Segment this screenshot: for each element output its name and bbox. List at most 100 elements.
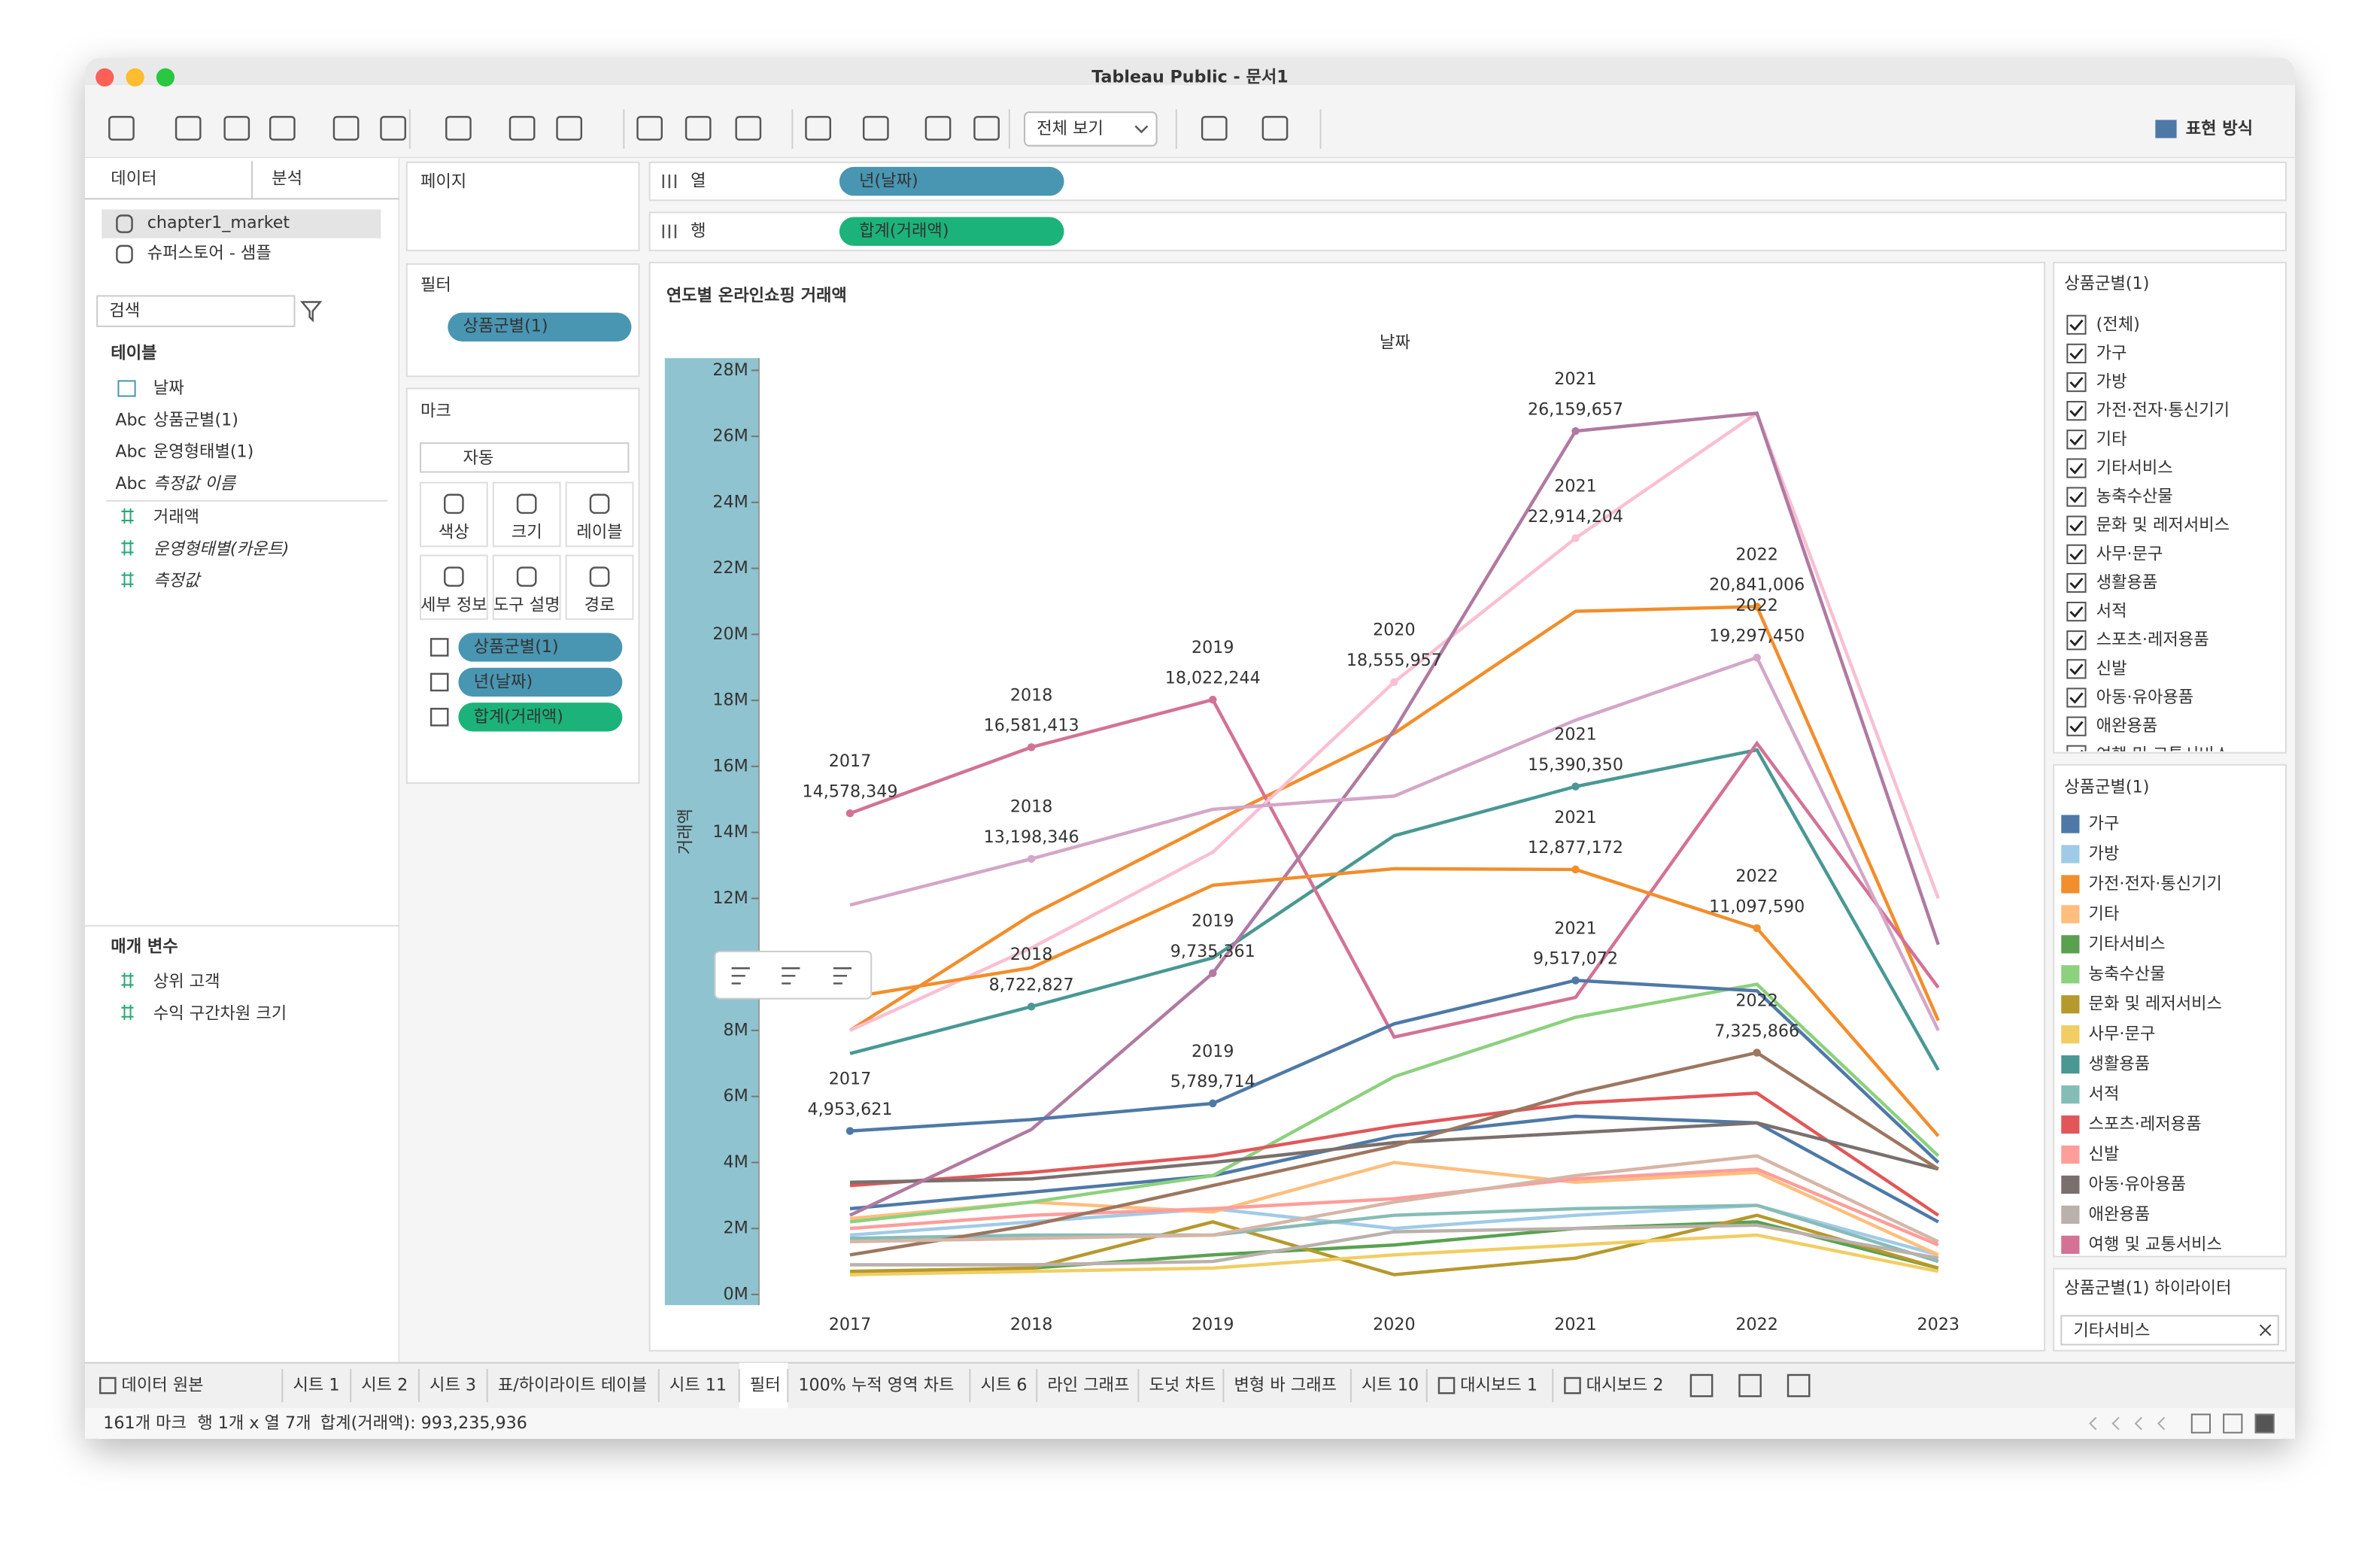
mark-pill[interactable] bbox=[458, 633, 623, 662]
checkbox[interactable] bbox=[2066, 687, 2087, 708]
toolbar-button[interactable] bbox=[508, 116, 536, 141]
sheet-tab[interactable]: 도넛 차트 bbox=[1149, 1376, 1216, 1395]
nav-button[interactable] bbox=[2134, 1416, 2142, 1431]
highlighter-input[interactable] bbox=[2060, 1315, 2279, 1346]
checkbox[interactable] bbox=[2066, 343, 2087, 364]
toolbar-button[interactable] bbox=[556, 116, 583, 141]
checkbox[interactable] bbox=[2066, 372, 2087, 393]
mark-button[interactable] bbox=[492, 481, 561, 548]
mark-pill[interactable] bbox=[458, 703, 623, 732]
show-me-icon[interactable] bbox=[2155, 120, 2177, 138]
toolbar-button[interactable] bbox=[332, 116, 360, 141]
legend-swatch[interactable] bbox=[2061, 845, 2080, 864]
measure-field[interactable]: 거래액 bbox=[153, 508, 199, 527]
filter-pill[interactable] bbox=[448, 312, 632, 341]
legend-swatch[interactable] bbox=[2061, 1205, 2080, 1225]
toolbar-button[interactable] bbox=[175, 116, 202, 141]
mark-pill[interactable] bbox=[458, 667, 623, 697]
legend-swatch[interactable] bbox=[2061, 965, 2080, 984]
sheet-tab[interactable]: 변형 바 그래프 bbox=[1234, 1376, 1337, 1395]
filter-item[interactable]: 사무·문구 bbox=[2096, 544, 2163, 563]
mark-button[interactable] bbox=[565, 481, 634, 548]
legend-swatch[interactable] bbox=[2061, 905, 2080, 924]
checkbox[interactable] bbox=[2066, 630, 2087, 651]
legend-label[interactable]: 가구 bbox=[2089, 814, 2120, 833]
minimize-button[interactable] bbox=[126, 68, 144, 87]
legend-label[interactable]: 가방 bbox=[2089, 844, 2120, 864]
legend-label[interactable]: 신발 bbox=[2089, 1145, 2120, 1164]
legend-swatch[interactable] bbox=[2061, 815, 2080, 833]
dimension-field[interactable]: 측정값 이름 bbox=[153, 474, 237, 493]
toolbar-button[interactable] bbox=[805, 116, 831, 141]
toolbar-button[interactable] bbox=[973, 116, 1000, 141]
parameter[interactable]: 상위 고객 bbox=[153, 972, 220, 991]
filter-item[interactable]: 농축수산물 bbox=[2096, 487, 2173, 506]
legend-label[interactable]: 농축수산물 bbox=[2089, 964, 2166, 984]
checkbox[interactable] bbox=[2066, 572, 2087, 593]
data-source[interactable]: 슈퍼스토어 - 샘플 bbox=[147, 243, 272, 263]
dimension-field[interactable]: 상품군별(1) bbox=[153, 410, 238, 429]
clear-button[interactable] bbox=[2259, 1324, 2272, 1337]
dimension-field[interactable]: 운영형태별(1) bbox=[153, 442, 254, 462]
sheet-tab[interactable]: 시트 3 bbox=[430, 1376, 476, 1395]
legend-swatch[interactable] bbox=[2061, 995, 2080, 1014]
legend-swatch[interactable] bbox=[2061, 1055, 2080, 1074]
dimension-field[interactable]: 날짜 bbox=[153, 378, 184, 398]
sort-button[interactable] bbox=[731, 967, 750, 985]
sheet-tab[interactable]: 라인 그래프 bbox=[1047, 1376, 1129, 1395]
filter-item[interactable]: 가방 bbox=[2096, 372, 2127, 392]
mark-type[interactable] bbox=[419, 442, 630, 473]
filter-item[interactable]: 애완용품 bbox=[2096, 716, 2158, 736]
checkbox[interactable] bbox=[2066, 401, 2087, 421]
toolbar-button[interactable] bbox=[108, 116, 135, 141]
sort-button[interactable] bbox=[782, 967, 800, 985]
toolbar-button[interactable] bbox=[1201, 116, 1228, 141]
filter-icon[interactable] bbox=[299, 301, 323, 323]
show-me[interactable]: 표현 방식 bbox=[2186, 119, 2253, 138]
filter-item[interactable]: 여행 및 교통서비스 bbox=[2096, 745, 2230, 764]
filter-item[interactable]: 가전·전자·통신기기 bbox=[2096, 401, 2230, 420]
toolbar-button[interactable] bbox=[862, 116, 889, 141]
checkbox[interactable] bbox=[2066, 745, 2087, 764]
checkbox[interactable] bbox=[2066, 458, 2087, 478]
toolbar-button[interactable] bbox=[380, 116, 406, 141]
legend-label[interactable]: 스포츠·레저용품 bbox=[2089, 1115, 2202, 1134]
legend-label[interactable]: 서적 bbox=[2089, 1085, 2120, 1104]
shelf-pill[interactable] bbox=[839, 217, 1064, 246]
mark-button[interactable] bbox=[419, 481, 488, 548]
legend-label[interactable]: 문화 및 레저서비스 bbox=[2089, 994, 2222, 1014]
nav-button[interactable] bbox=[2111, 1416, 2120, 1431]
checkbox[interactable] bbox=[2066, 515, 2087, 536]
sheet-tab[interactable]: 시트 6 bbox=[981, 1376, 1028, 1395]
view-button[interactable] bbox=[2190, 1413, 2212, 1434]
filter-item[interactable]: 기타 bbox=[2096, 429, 2127, 449]
search-box[interactable] bbox=[96, 295, 296, 327]
filter-item[interactable]: 서적 bbox=[2096, 602, 2127, 621]
nav-button[interactable] bbox=[2157, 1416, 2166, 1431]
legend-label[interactable]: 사무·문구 bbox=[2089, 1024, 2156, 1044]
close-button[interactable] bbox=[96, 68, 114, 87]
legend-swatch[interactable] bbox=[2061, 1175, 2080, 1194]
sheet-tab[interactable]: 100% 누적 영역 차트 bbox=[798, 1376, 954, 1395]
view-select[interactable] bbox=[1024, 111, 1158, 147]
legend-label[interactable]: 아동·유아용품 bbox=[2089, 1174, 2187, 1194]
toolbar-button[interactable] bbox=[269, 116, 296, 141]
view-button[interactable] bbox=[2223, 1413, 2243, 1434]
sheet-tab[interactable]: 대시보드 1 bbox=[1460, 1376, 1538, 1395]
sheet-tab[interactable]: 시트 11 bbox=[669, 1376, 727, 1395]
nav-button[interactable] bbox=[2089, 1416, 2097, 1431]
shelf-pill[interactable] bbox=[839, 166, 1064, 196]
toolbar-button[interactable] bbox=[735, 116, 762, 141]
sheet-tab[interactable]: 시트 2 bbox=[361, 1376, 408, 1395]
checkbox[interactable] bbox=[2066, 659, 2087, 679]
toolbar-button[interactable] bbox=[924, 116, 952, 141]
checkbox[interactable] bbox=[2066, 716, 2087, 736]
legend-swatch[interactable] bbox=[2061, 1235, 2080, 1254]
filter-item[interactable]: 기타서비스 bbox=[2096, 458, 2173, 478]
toolbar-button[interactable] bbox=[1261, 116, 1289, 141]
mark-button[interactable] bbox=[565, 554, 634, 621]
legend-label[interactable]: 생활용품 bbox=[2089, 1055, 2151, 1074]
measure-field[interactable]: 운영형태별(카운트) bbox=[153, 539, 290, 559]
toolbar-button[interactable] bbox=[445, 116, 472, 141]
new-sheet-button[interactable] bbox=[1787, 1373, 1811, 1398]
